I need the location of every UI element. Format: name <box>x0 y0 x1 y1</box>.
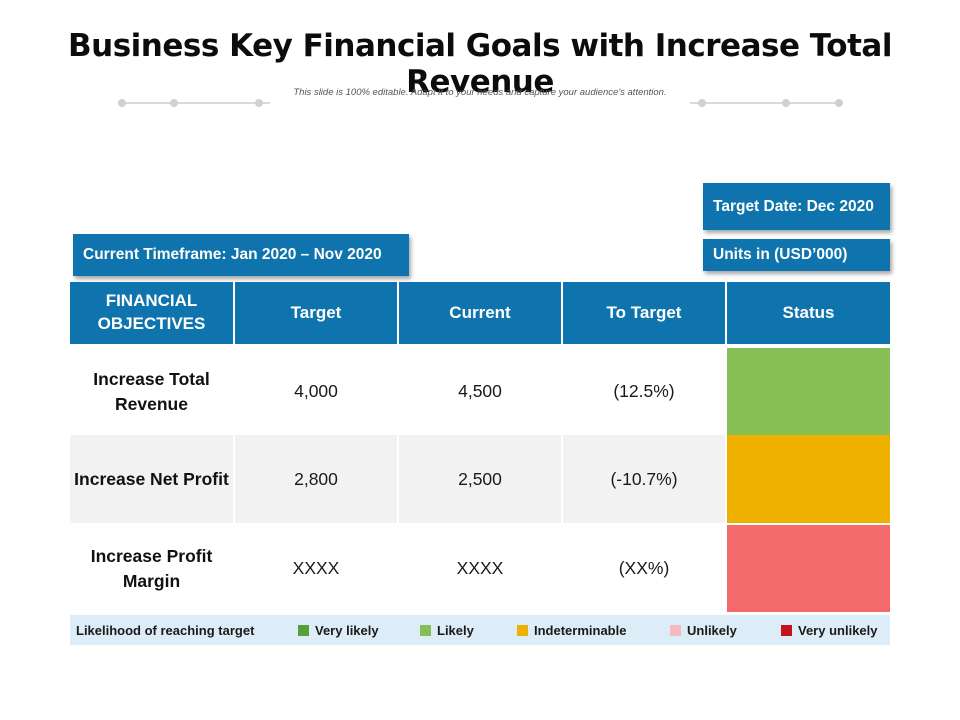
target-cell: XXXX <box>292 558 340 578</box>
current-cell: 4,500 <box>458 381 502 401</box>
likelihood-legend: Likelihood of reaching target Very likel… <box>70 615 890 645</box>
page-subtitle: This slide is 100% editable. Adapt it to… <box>293 87 667 98</box>
current-cell: XXXX <box>456 558 504 578</box>
legend-item: Indeterminable <box>517 615 626 645</box>
timeline-line-left <box>122 102 270 104</box>
legend-item: Likely <box>420 615 474 645</box>
legend-label: Very likely <box>315 622 379 638</box>
header-current: Current <box>399 282 561 344</box>
objective-cell: Increase Profit Margin <box>90 546 213 591</box>
legend-item: Very likely <box>298 615 379 645</box>
legend-label: Very unlikely <box>798 622 878 638</box>
units-box: Units in (USD’000) <box>703 239 890 271</box>
legend-swatch <box>298 624 309 636</box>
current-cell: 2,500 <box>399 435 561 523</box>
header-status: Status <box>727 282 890 344</box>
timeline-dot <box>255 99 263 107</box>
status-indicator <box>727 348 890 435</box>
to-target-cell: (-10.7%) <box>563 435 725 523</box>
target-date-box: Target Date: Dec 2020 <box>703 183 890 230</box>
legend-swatch <box>670 624 681 636</box>
legend-label: Likely <box>437 622 474 638</box>
to-target-cell: (12.5%) <box>613 381 675 401</box>
timeline-dot <box>698 99 706 107</box>
timeline-dot <box>782 99 790 107</box>
objective-cell: Increase Total Revenue <box>93 369 210 414</box>
timeline-line-right <box>690 102 840 104</box>
target-cell: 2,800 <box>235 435 397 523</box>
header-financial-objectives: FINANCIAL OBJECTIVES <box>70 282 233 344</box>
to-target-cell: (XX%) <box>618 558 670 578</box>
status-indicator <box>727 525 890 612</box>
objective-cell: Increase Net Profit <box>70 435 233 523</box>
timeline-dot <box>170 99 178 107</box>
page-title: Business Key Financial Goals with Increa… <box>68 28 892 100</box>
legend-swatch <box>420 624 431 636</box>
legend-label: Unlikely <box>687 622 737 638</box>
legend-swatch <box>781 624 792 636</box>
status-indicator <box>727 435 890 523</box>
timeline-dot <box>118 99 126 107</box>
legend-item: Unlikely <box>670 615 737 645</box>
header-to-target: To Target <box>563 282 725 344</box>
legend-label: Indeterminable <box>534 622 627 638</box>
legend-title: Likelihood of reaching target <box>76 622 255 638</box>
legend-swatch <box>517 624 528 636</box>
current-timeframe-box: Current Timeframe: Jan 2020 – Nov 2020 <box>73 234 409 276</box>
timeline-dot <box>835 99 843 107</box>
header-target: Target <box>235 282 397 344</box>
legend-item: Very unlikely <box>781 615 878 645</box>
target-cell: 4,000 <box>294 381 338 401</box>
